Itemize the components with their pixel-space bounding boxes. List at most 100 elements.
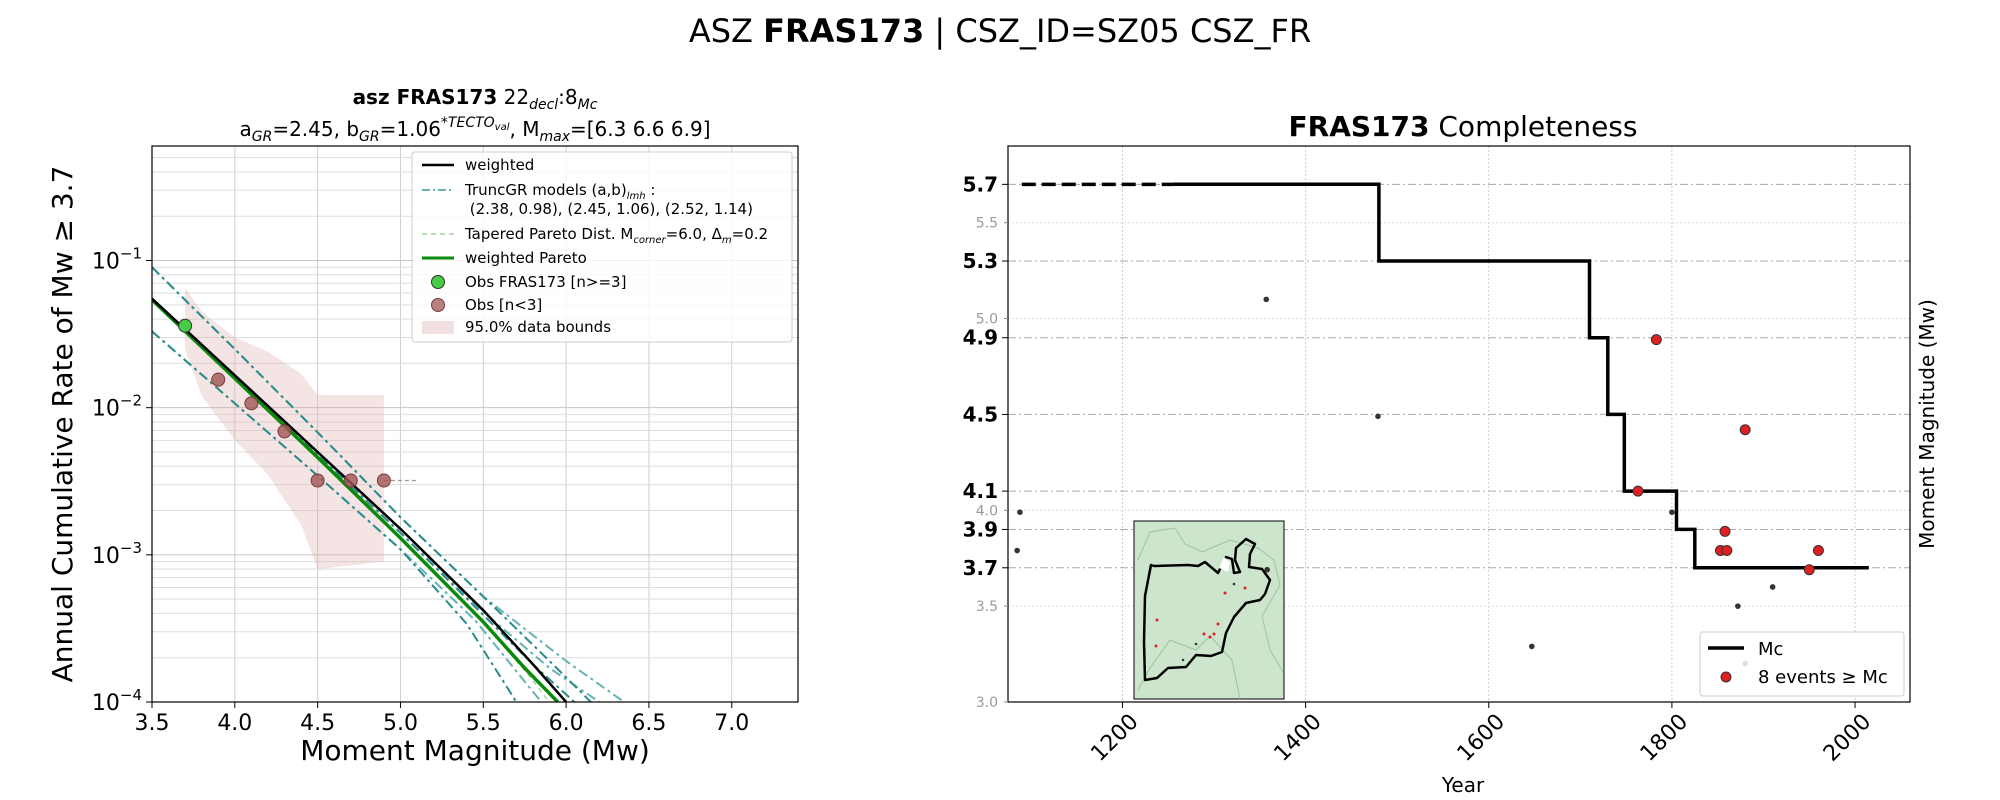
inset-map-minor-event [1194, 642, 1198, 646]
right-y-major-tick-label: 4.9 [963, 326, 998, 350]
left-plot-frame [151, 145, 799, 703]
left-x-tick-label: 5.5 [466, 711, 501, 736]
legend-label-truncgr: TruncGR models (a,b)lmh : [464, 181, 655, 202]
inset-map-event [1243, 586, 1247, 590]
right-events [1014, 296, 1824, 667]
right-y-minor-tick-label: 5.0 [976, 312, 998, 328]
inset-map-event [1223, 591, 1227, 595]
right-x-tick-label: 1800 [1636, 709, 1693, 766]
legend-label-truncgr-values: (2.38, 0.98), (2.45, 1.06), (2.52, 1.14) [465, 200, 753, 218]
event-above-mc [1632, 485, 1644, 497]
left-chart-title: asz FRAS173 22decl:8Mc [353, 85, 598, 113]
right-y-minor-tick-label: 4.0 [976, 503, 998, 519]
event-above-mc [1719, 525, 1731, 537]
inset-map-minor-event [1232, 582, 1236, 586]
right-y-major-tick-label: 4.5 [963, 402, 998, 426]
legend-label-obs-few: Obs [n<3] [465, 296, 542, 314]
right-series [1021, 182, 1869, 570]
right-y-ticks: 3.0 3.5 4.0 5.0 5.5 3.7 3.9 4.1 4.5 4.9 5.3 5.7 [963, 172, 1008, 711]
right-x-tick-label: 1200 [1086, 709, 1143, 766]
right-x-tick-label: 1600 [1453, 709, 1510, 766]
right-x-tick-label: 1400 [1270, 709, 1327, 766]
mc-step-line [1172, 182, 1869, 570]
right-legend-frame [1699, 631, 1905, 697]
right-y-minor-tick-label: 5.5 [976, 216, 998, 232]
legend-label-bounds: 95.0% data bounds [465, 318, 611, 336]
right-y-major-tick-label: 3.9 [963, 517, 998, 541]
right-y-major-tick-label: 3.7 [963, 556, 998, 580]
left-y-tick-label: 10−2 [92, 392, 142, 422]
right-legend: Mc 8 events ≥ Mc [1699, 631, 1905, 697]
left-series-truncgr-high [152, 266, 592, 702]
left-obs-few-point [277, 424, 292, 439]
left-series-truncgr-low [152, 330, 518, 702]
event-below-mc [1263, 296, 1270, 303]
left-x-tick-label: 4.0 [217, 711, 252, 736]
left-x-tick-label: 6.0 [549, 711, 584, 736]
right-y-minor-tick-label: 3.5 [976, 599, 998, 615]
left-x-ticks: 3.5 4.0 4.5 5.0 5.5 6.0 6.5 7.0 [135, 702, 749, 736]
event-above-mc [1650, 334, 1662, 346]
event-below-mc [1735, 603, 1741, 609]
left-y-ticks: 10−4 10−3 10−2 10−1 [92, 245, 152, 716]
left-obs-main-point [178, 318, 193, 333]
left-obs-few-point [211, 372, 226, 387]
legend-swatch-obs-main [431, 275, 445, 289]
legend-swatch-obs-few [431, 298, 445, 312]
right-y-major-tick-label: 5.3 [963, 249, 998, 273]
inset-map-event [1202, 632, 1206, 636]
right-plot-frame [1007, 145, 1911, 703]
event-above-mc [1739, 424, 1751, 436]
event-below-mc [1264, 566, 1270, 573]
right-x-tick-label: 2000 [1819, 709, 1876, 766]
inset-map-event [1212, 632, 1216, 636]
left-x-tick-label: 6.5 [631, 711, 666, 736]
inset-map-minor-event [1181, 658, 1185, 662]
right-x-ticks: 1200 1400 1600 1800 2000 [1086, 702, 1876, 767]
inset-map-small-lake [1219, 557, 1230, 572]
left-observations [178, 318, 391, 488]
event-below-mc [1017, 509, 1023, 515]
left-obs-few-point [376, 473, 391, 488]
region-inset-map [1133, 520, 1285, 700]
right-chart-completeness: FRAS173 Completeness [963, 110, 1939, 797]
inset-map-small-events [1181, 582, 1236, 662]
legend-label-weighted-pareto: weighted Pareto [465, 249, 587, 267]
left-obs-few-point [310, 473, 325, 488]
left-y-tick-label: 10−1 [92, 245, 142, 275]
left-series-weighted-pareto [152, 298, 560, 702]
legend-swatch-bounds [422, 321, 454, 334]
legend-label-obs-main: Obs FRAS173 [n>=3] [465, 273, 626, 291]
left-y-tick-label: 10−4 [92, 686, 142, 716]
right-y-major-tick-label: 4.1 [963, 479, 998, 503]
legend-label-events: 8 events ≥ Mc [1758, 667, 1888, 688]
right-y-minor-tick-label: 3.0 [976, 695, 998, 711]
left-x-tick-label: 3.5 [135, 711, 170, 736]
event-below-mc [1014, 547, 1020, 554]
left-legend: weighted TruncGR models (a,b)lmh : (2.38… [411, 151, 793, 343]
left-chart-subtitle: aGR=2.45, bGR=1.06*TECTOval, Mmax=[6.3 6… [239, 115, 710, 145]
left-obs-few-point [343, 473, 358, 488]
legend-label-weighted: weighted [465, 156, 534, 174]
right-y-major-tick-label: 5.7 [963, 172, 998, 196]
legend-label-mc: Mc [1758, 639, 1783, 660]
left-x-tick-label: 7.0 [714, 711, 749, 736]
event-below-mc [1669, 509, 1675, 515]
inset-map-events [1154, 586, 1247, 648]
left-legend-frame [411, 151, 793, 343]
inset-map-event [1154, 644, 1158, 648]
inset-map-event [1155, 618, 1159, 622]
figure-title: ASZ FRAS173 | CSZ_ID=SZ05 CSZ_FR [689, 12, 1311, 50]
left-y-tick-label: 10−3 [92, 539, 142, 569]
right-chart-title: FRAS173 Completeness [1289, 110, 1638, 143]
right-x-label: Year [1441, 773, 1485, 797]
left-x-tick-label: 5.0 [383, 711, 418, 736]
left-chart-mfd: asz FRAS173 22decl:8Mc aGR=2.45, bGR=1.0… [46, 85, 799, 767]
inset-map-event [1216, 622, 1220, 626]
event-below-mc [1375, 413, 1381, 420]
left-y-label: Annual Cumulative Rate of Mw ≥ 3.7 [46, 166, 79, 683]
inset-map-background [1133, 520, 1285, 700]
event-below-mc [1529, 643, 1535, 650]
left-x-label: Moment Magnitude (Mw) [300, 734, 650, 767]
